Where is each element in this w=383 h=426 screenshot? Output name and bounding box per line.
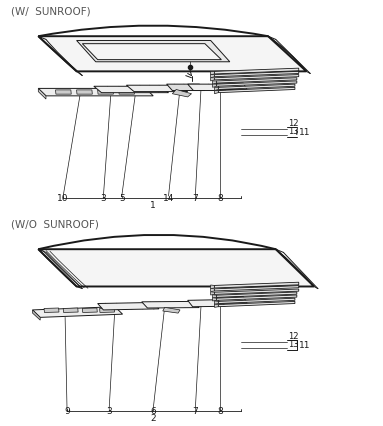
- Polygon shape: [216, 81, 297, 86]
- Polygon shape: [211, 78, 214, 81]
- Polygon shape: [214, 301, 218, 304]
- Text: 3: 3: [106, 407, 112, 416]
- Text: 5: 5: [119, 194, 125, 203]
- Polygon shape: [126, 85, 188, 92]
- Polygon shape: [214, 87, 218, 90]
- Text: 14: 14: [163, 194, 174, 203]
- Polygon shape: [38, 36, 306, 71]
- Polygon shape: [218, 298, 295, 303]
- Polygon shape: [211, 288, 214, 291]
- Polygon shape: [218, 87, 295, 93]
- Polygon shape: [213, 84, 216, 87]
- Polygon shape: [38, 88, 46, 99]
- Polygon shape: [214, 71, 299, 77]
- Text: 1: 1: [150, 201, 156, 210]
- Polygon shape: [214, 68, 299, 74]
- Text: 4: 4: [187, 47, 192, 56]
- Polygon shape: [172, 89, 192, 97]
- Polygon shape: [214, 289, 299, 294]
- Text: 6: 6: [150, 407, 156, 416]
- Polygon shape: [218, 302, 295, 307]
- Polygon shape: [211, 285, 214, 289]
- Polygon shape: [38, 88, 153, 96]
- Polygon shape: [214, 285, 299, 291]
- Polygon shape: [77, 40, 230, 62]
- Polygon shape: [100, 308, 115, 313]
- Polygon shape: [119, 90, 134, 94]
- Text: 12: 12: [288, 332, 298, 341]
- Polygon shape: [77, 90, 92, 94]
- Polygon shape: [82, 308, 97, 313]
- Polygon shape: [216, 78, 297, 83]
- Text: 13: 13: [288, 127, 298, 136]
- Polygon shape: [33, 310, 40, 320]
- Text: 11: 11: [299, 340, 310, 350]
- Polygon shape: [216, 296, 247, 303]
- Polygon shape: [167, 84, 205, 90]
- Text: 7: 7: [192, 194, 198, 203]
- Polygon shape: [216, 83, 247, 89]
- Polygon shape: [94, 86, 169, 93]
- Text: 12: 12: [288, 119, 298, 128]
- Polygon shape: [213, 81, 216, 84]
- Polygon shape: [213, 298, 216, 301]
- Polygon shape: [214, 75, 299, 80]
- Polygon shape: [163, 308, 180, 313]
- Polygon shape: [214, 282, 299, 288]
- Text: 9: 9: [64, 407, 70, 416]
- Polygon shape: [98, 302, 159, 310]
- Polygon shape: [33, 307, 123, 317]
- Polygon shape: [38, 249, 314, 286]
- Text: (W/O  SUNROOF): (W/O SUNROOF): [11, 219, 99, 229]
- Text: 3: 3: [100, 194, 106, 203]
- Polygon shape: [188, 84, 226, 90]
- Text: 13: 13: [288, 340, 298, 349]
- Polygon shape: [82, 43, 221, 60]
- Polygon shape: [218, 84, 295, 89]
- Polygon shape: [214, 304, 218, 308]
- Text: 7: 7: [192, 407, 198, 416]
- Polygon shape: [63, 308, 78, 313]
- Text: 8: 8: [217, 407, 223, 416]
- Polygon shape: [98, 90, 113, 94]
- Polygon shape: [142, 302, 199, 308]
- Text: 10: 10: [57, 194, 69, 203]
- Polygon shape: [216, 292, 297, 297]
- Text: 2: 2: [151, 414, 156, 423]
- Text: (W/  SUNROOF): (W/ SUNROOF): [11, 6, 91, 16]
- Text: 11: 11: [299, 127, 310, 137]
- Polygon shape: [56, 90, 71, 94]
- Polygon shape: [211, 292, 214, 295]
- Polygon shape: [188, 300, 225, 307]
- Polygon shape: [213, 295, 216, 298]
- Polygon shape: [211, 75, 214, 78]
- Polygon shape: [214, 90, 218, 94]
- Text: 8: 8: [217, 194, 223, 203]
- Polygon shape: [216, 295, 297, 300]
- Polygon shape: [211, 71, 214, 75]
- Polygon shape: [44, 308, 59, 313]
